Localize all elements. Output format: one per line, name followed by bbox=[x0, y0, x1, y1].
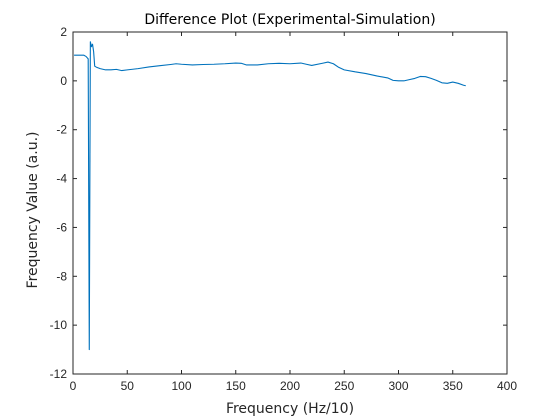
y-tick-label: 2 bbox=[60, 25, 67, 39]
x-tick-label: 100 bbox=[171, 379, 191, 393]
y-tick-label: -10 bbox=[50, 318, 68, 332]
x-tick-label: 50 bbox=[121, 379, 135, 393]
x-axis-title: Frequency (Hz/10) bbox=[226, 401, 354, 417]
y-tick-label: -12 bbox=[50, 367, 68, 381]
plot-area bbox=[73, 32, 507, 374]
y-tick-label: -4 bbox=[56, 172, 67, 186]
y-tick-label: -8 bbox=[56, 269, 67, 283]
x-tick-label: 400 bbox=[497, 379, 517, 393]
x-tick-label: 250 bbox=[334, 379, 354, 393]
x-tick-label: 0 bbox=[70, 379, 77, 393]
ticks-layer: 0 50 100 150 200 250 300 350 400 -12 -10 -8 -6 -4 -2 0 2 bbox=[50, 25, 518, 393]
y-tick-label: -2 bbox=[56, 123, 67, 137]
x-tick-label: 350 bbox=[443, 379, 463, 393]
y-axis-title: Frequency Value (a.u.) bbox=[25, 132, 41, 289]
y-tick-label: -6 bbox=[56, 220, 67, 234]
series-layer bbox=[74, 41, 466, 351]
x-tick-label: 150 bbox=[226, 379, 246, 393]
series-line-0 bbox=[74, 41, 466, 351]
axes-box bbox=[72, 31, 508, 375]
x-tick-label: 300 bbox=[388, 379, 408, 393]
chart-title: Difference Plot (Experimental-Simulation… bbox=[144, 12, 435, 28]
y-tick-label: 0 bbox=[60, 74, 67, 88]
x-tick-label: 200 bbox=[280, 379, 300, 393]
